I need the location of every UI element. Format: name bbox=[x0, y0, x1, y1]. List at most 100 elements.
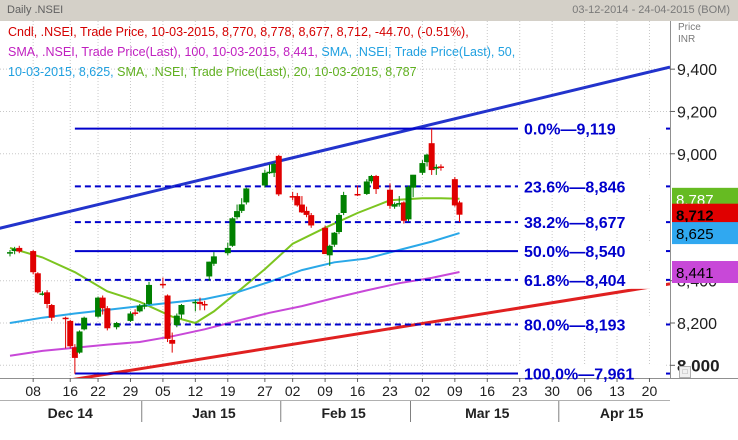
fib-label-4: 61.8%—8,404 bbox=[524, 273, 626, 290]
instrument-label: Daily .NSEI bbox=[7, 4, 64, 16]
candle-body-31 bbox=[210, 256, 217, 264]
y-tick-label-5: 9,400 bbox=[677, 62, 717, 79]
y-tick-label-1: 8,200 bbox=[677, 316, 717, 333]
candle-body-35 bbox=[238, 204, 245, 211]
candle-body-38 bbox=[266, 171, 273, 174]
x-tick-label-1: 16 bbox=[62, 383, 78, 399]
fib-label-5: 80.0%—8,193 bbox=[524, 317, 626, 334]
time-axis-panel bbox=[0, 378, 738, 440]
x-tick-label-10: 16 bbox=[350, 383, 366, 399]
candle-body-55 bbox=[386, 189, 393, 206]
candle-body-16 bbox=[113, 323, 120, 328]
candle-body-66 bbox=[451, 179, 458, 206]
candle-body-28 bbox=[196, 301, 203, 304]
x-tick-label-18: 13 bbox=[609, 383, 625, 399]
candle-body-10 bbox=[71, 347, 78, 358]
candle-body-7 bbox=[48, 305, 55, 318]
x-tick-label-17: 06 bbox=[577, 383, 593, 399]
candle-body-56 bbox=[391, 204, 398, 207]
candle-body-45 bbox=[308, 215, 315, 226]
legend-sma20: SMA, .NSEI, Trade Price(Last), 20, 10-03… bbox=[117, 65, 417, 79]
candle-body-17 bbox=[127, 313, 134, 321]
value-tag-bg-1 bbox=[672, 203, 738, 226]
candle-body-52 bbox=[363, 181, 370, 194]
fib-label-bg-1 bbox=[518, 177, 666, 196]
candle-body-24 bbox=[169, 339, 176, 344]
fib-label-6: 100.0%—7,961 bbox=[524, 367, 634, 384]
x-tick-label-19: 20 bbox=[642, 383, 658, 399]
candle-body-50 bbox=[340, 195, 347, 213]
candle-body-12 bbox=[81, 317, 88, 330]
fib-label-bg-0 bbox=[518, 119, 666, 138]
month-label-3: Mar 15 bbox=[465, 405, 510, 421]
candle-body-0 bbox=[7, 252, 13, 254]
legend-candle: Cndl, .NSEI, Trade Price, 10-03-2015, 8,… bbox=[8, 25, 469, 39]
x-tick-label-5: 12 bbox=[188, 383, 204, 399]
axis-settings-icon[interactable]: □ bbox=[679, 366, 691, 378]
value-tag-bg-3 bbox=[672, 261, 738, 284]
candle-body-6 bbox=[44, 292, 51, 304]
fib-label-2: 38.2%—8,677 bbox=[524, 215, 626, 232]
month-label-2: Feb 15 bbox=[321, 405, 366, 421]
price-axis-currency: INR bbox=[678, 34, 696, 45]
x-tick-label-6: 19 bbox=[220, 383, 236, 399]
candle-body-15 bbox=[104, 308, 111, 329]
candle-body-5 bbox=[39, 293, 46, 295]
candle-body-63 bbox=[428, 143, 435, 171]
candle-body-27 bbox=[192, 301, 199, 304]
candle-body-57 bbox=[396, 203, 403, 205]
candle-body-4 bbox=[34, 273, 41, 293]
fib-label-3: 50.0%—8,540 bbox=[524, 244, 626, 261]
legend-sma100: SMA, .NSEI, Trade Price(Last), 100, 10-0… bbox=[8, 45, 318, 59]
sma-line-sma50 bbox=[9, 232, 460, 324]
month-label-1: Jan 15 bbox=[192, 405, 236, 421]
x-tick-label-7: 27 bbox=[257, 383, 273, 399]
candle-body-53 bbox=[368, 175, 375, 182]
candle-body-22 bbox=[159, 283, 166, 286]
x-tick-label-2: 22 bbox=[90, 383, 106, 399]
x-tick-label-9: 09 bbox=[317, 383, 333, 399]
candle-body-14 bbox=[99, 297, 106, 309]
candle-body-48 bbox=[331, 232, 338, 245]
candle-body-23 bbox=[164, 295, 171, 339]
candle-body-39 bbox=[271, 163, 278, 173]
candle-body-40 bbox=[275, 155, 282, 195]
candle-body-19 bbox=[136, 305, 143, 312]
candle-body-9 bbox=[67, 320, 74, 347]
y-tick-label-4: 9,200 bbox=[677, 104, 717, 121]
candle-body-65 bbox=[437, 166, 444, 168]
value-tag-label-2: 8,625 bbox=[676, 226, 714, 243]
value-tag-bg-2 bbox=[672, 222, 738, 245]
candle-body-34 bbox=[234, 211, 241, 218]
fib-label-bg-2 bbox=[518, 213, 666, 232]
candle-body-33 bbox=[229, 218, 236, 246]
plot-layer bbox=[0, 21, 670, 378]
month-label-0: Dec 14 bbox=[48, 405, 93, 421]
candle-body-47 bbox=[326, 245, 333, 256]
price-axis-title: Price bbox=[678, 22, 701, 33]
candle-body-3 bbox=[30, 251, 37, 273]
candle-body-67 bbox=[456, 202, 463, 215]
candle-body-21 bbox=[146, 284, 153, 304]
candle-body-43 bbox=[298, 204, 305, 213]
fib-label-0: 0.0%—9,119 bbox=[524, 122, 616, 139]
candle-body-26 bbox=[178, 305, 185, 315]
value-tag-label-1: 8,712 bbox=[676, 208, 714, 225]
trendline-trend_up bbox=[0, 65, 670, 230]
x-tick-label-14: 16 bbox=[479, 383, 495, 399]
candle-body-36 bbox=[243, 188, 250, 203]
candle-body-51 bbox=[354, 193, 361, 196]
fib-label-1: 23.6%—8,846 bbox=[524, 179, 626, 196]
candle-body-64 bbox=[433, 166, 440, 169]
x-tick-label-13: 09 bbox=[447, 383, 463, 399]
x-tick-label-16: 30 bbox=[544, 383, 560, 399]
legend-sma50-a: SMA, .NSEI, Trade Price(Last), 50, bbox=[321, 45, 516, 59]
candle-body-32 bbox=[224, 247, 231, 254]
fib-label-bg-3 bbox=[518, 242, 666, 261]
month-label-4: Apr 15 bbox=[600, 405, 644, 421]
candle-body-44 bbox=[303, 210, 310, 215]
candle-body-59 bbox=[405, 186, 412, 220]
price-axis-header: Price INR bbox=[678, 22, 701, 46]
legend-sma50-b: 10-03-2015, 8,625, bbox=[8, 65, 114, 79]
